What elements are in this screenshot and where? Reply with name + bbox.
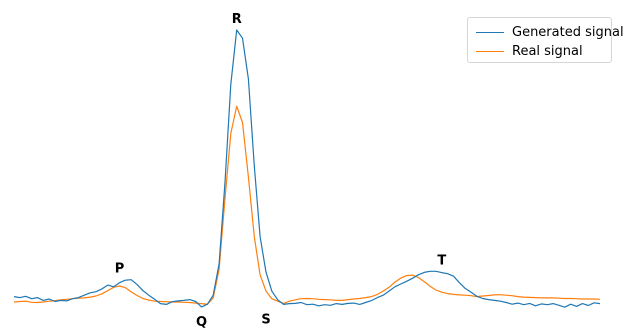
legend-label-generated: Generated signal bbox=[512, 24, 624, 40]
wave-label-t: T bbox=[437, 253, 446, 268]
wave-label-r: R bbox=[232, 12, 242, 27]
legend: Generated signal Real signal bbox=[467, 17, 624, 63]
legend-entry-real: Real signal bbox=[476, 42, 583, 60]
legend-entry-generated: Generated signal bbox=[476, 23, 624, 41]
legend-swatch-generated bbox=[476, 31, 504, 33]
series-line-real-signal bbox=[13, 105, 601, 305]
wave-annotations: P Q R S T bbox=[115, 12, 447, 330]
series-line-generated-signal bbox=[13, 29, 601, 308]
legend-label-real: Real signal bbox=[512, 43, 583, 59]
legend-swatch-real bbox=[476, 50, 504, 52]
wave-label-p: P bbox=[115, 262, 125, 277]
wave-label-q: Q bbox=[196, 315, 207, 330]
wave-label-s: S bbox=[261, 312, 270, 327]
